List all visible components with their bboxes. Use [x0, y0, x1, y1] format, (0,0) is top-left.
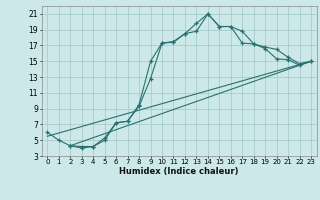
X-axis label: Humidex (Indice chaleur): Humidex (Indice chaleur) — [119, 167, 239, 176]
